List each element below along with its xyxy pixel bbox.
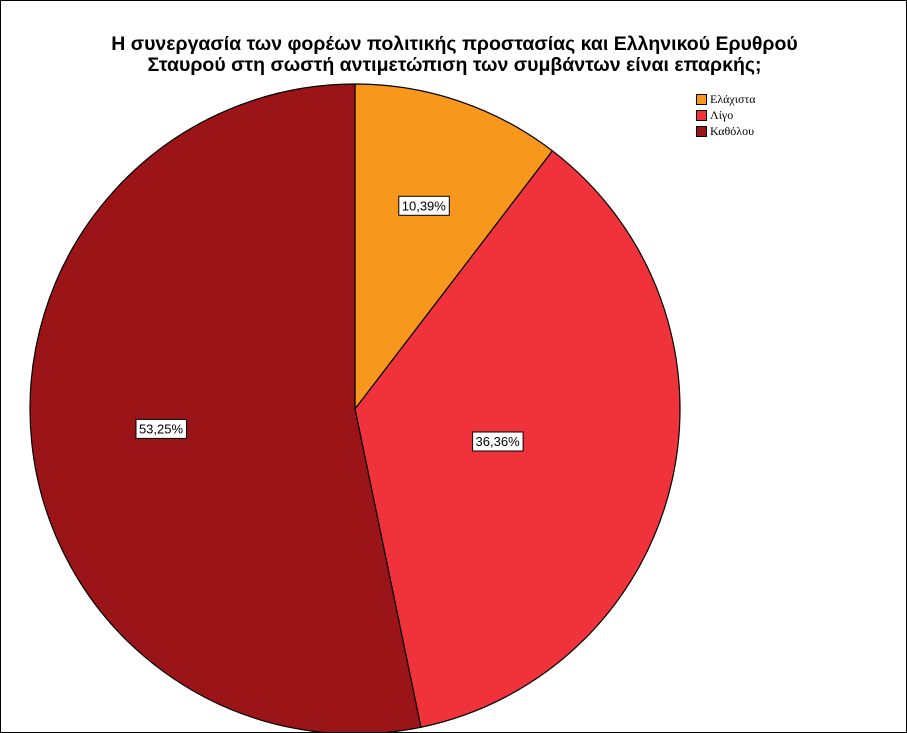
legend-swatch-ligo	[696, 109, 707, 121]
chart-title: Η συνεργασία των φορέων πολιτικής προστα…	[1, 33, 906, 76]
data-label-text-ligo: 36,36%	[476, 434, 521, 449]
data-label-ligo: 36,36%	[472, 431, 524, 452]
data-label-text-katholou: 53,25%	[139, 421, 184, 436]
legend-swatch-elachista	[696, 93, 707, 105]
legend-item-elachista: Ελάχιστα	[696, 91, 756, 107]
data-label-box-ligo	[472, 431, 524, 452]
legend-swatch-katholou	[696, 125, 707, 137]
data-label-elachista: 10,39%	[398, 195, 450, 216]
data-label-box-elachista	[398, 195, 450, 216]
chart-title-line-2: Σταυρού στη σωστή αντιμετώπιση των συμβά…	[147, 54, 762, 76]
legend-label-katholou: Καθόλου	[710, 124, 755, 138]
chart-legend: Ελάχιστα Λίγο Καθόλου	[696, 91, 756, 139]
legend-item-ligo: Λίγο	[696, 107, 756, 123]
chart-title-line-1: Η συνεργασία των φορέων πολιτικής προστα…	[111, 33, 798, 55]
legend-label-ligo: Λίγο	[710, 108, 734, 122]
legend-item-katholou: Καθόλου	[696, 123, 756, 139]
pie-slice-elachista	[354, 83, 554, 411]
data-label-katholou: 53,25%	[135, 418, 187, 439]
data-label-text-elachista: 10,39%	[402, 198, 447, 213]
data-label-box-katholou	[135, 418, 187, 439]
legend-label-elachista: Ελάχιστα	[710, 92, 756, 106]
pie-slice-katholou	[29, 83, 422, 732]
